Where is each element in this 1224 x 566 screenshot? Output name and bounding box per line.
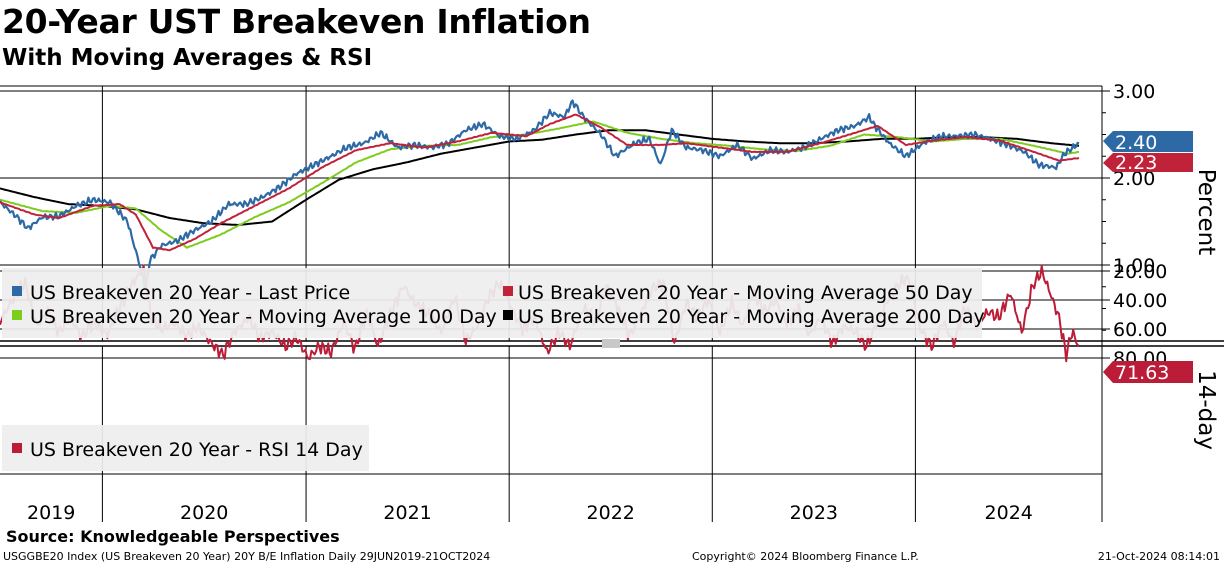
legend-label-last-price: US Breakeven 20 Year - Last Price [30,282,350,304]
x-tick-label: 2021 [383,502,431,524]
rsi-y-tick-label: 40.00 [1113,290,1167,312]
legend-swatch-rsi [12,443,22,453]
legend-swatch-ma200 [503,310,513,320]
x-tick-label: 2022 [587,502,635,524]
last-price-tag [1103,131,1193,152]
chart-title: 20-Year UST Breakeven Inflation [2,2,591,41]
last-price-line [0,99,1080,290]
source-note: Source: Knowledgeable Perspectives [6,527,340,546]
legend-label-ma50: US Breakeven 20 Year - Moving Average 50… [518,282,973,304]
x-tick-label: 2023 [790,502,838,524]
rsi-y-tick-label: 60.00 [1113,319,1167,341]
legend-box [2,268,982,338]
rsi-tag [1103,361,1193,383]
footer-timestamp: 21-Oct-2024 08:14:01 [1097,550,1220,563]
y-tick-label: 2.00 [1113,168,1155,190]
legend-label-ma200: US Breakeven 20 Year - Moving Average 20… [518,306,985,328]
rsi-value: 71.63 [1115,362,1169,384]
ma50-tag [1103,153,1193,172]
legend-label-ma100: US Breakeven 20 Year - Moving Average 10… [30,306,497,328]
y-tick-label: 1.00 [1113,255,1155,277]
y-axis-label-14day: 14-day [1193,370,1219,450]
x-tick-label: 2020 [180,502,228,524]
footer-info: USGGBE20 Index (US Breakeven 20 Year) 20… [3,550,491,563]
x-tick-label: 2019 [27,502,75,524]
legend-swatch-ma50 [503,286,513,296]
last-price-value: 2.40 [1115,132,1157,154]
ma200-line [0,129,1080,226]
legend-swatch-last-price [12,286,22,296]
chart-subtitle: With Moving Averages & RSI [2,45,373,71]
legend-swatch-ma100 [12,310,22,320]
ma50-value: 2.23 [1115,152,1157,174]
footer-copyright: Copyright© 2024 Bloomberg Finance L.P. [692,550,919,563]
x-tick-label: 2024 [985,502,1033,524]
y-axis-label-percent: Percent [1193,169,1219,256]
ma100-line [0,120,1079,249]
legend-label-rsi: US Breakeven 20 Year - RSI 14 Day [30,439,363,461]
y-tick-label: 3.00 [1113,81,1155,103]
panel-splitter[interactable] [602,339,620,348]
rsi-legend-box [2,425,369,471]
ma50-line [0,113,1080,252]
rsi-y-tick-label: 20.00 [1113,261,1167,283]
